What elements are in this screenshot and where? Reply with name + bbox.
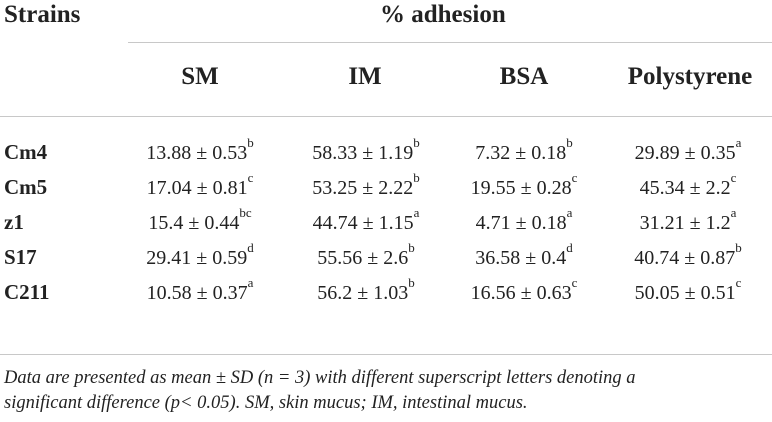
cell-value: 29.89 ± 0.35 xyxy=(634,142,736,164)
significance-letter: c xyxy=(571,275,578,290)
significance-letter: b xyxy=(413,135,420,150)
table-cell: 15.4 ± 0.44bc xyxy=(108,206,292,236)
table-cell: 40.74 ± 0.87b xyxy=(604,241,772,271)
cell-value: 50.05 ± 0.51 xyxy=(634,282,736,304)
cell-value: 29.41 ± 0.59 xyxy=(146,247,248,269)
significance-letter: c xyxy=(247,170,254,185)
table-cell: 13.88 ± 0.53b xyxy=(108,136,292,166)
table-cell: 29.89 ± 0.35a xyxy=(604,136,772,166)
table-cell: 58.33 ± 1.19b xyxy=(278,136,454,166)
significance-letter: a xyxy=(247,275,254,290)
table-bottom-rule xyxy=(0,354,772,355)
group-header: % adhesion xyxy=(380,1,506,28)
footnote-line-1: Data are presented as mean ± SD (n = 3) … xyxy=(4,368,636,388)
row-label: C211 xyxy=(4,280,50,304)
cell-value: 53.25 ± 2.22 xyxy=(312,177,414,199)
table-cell: 7.32 ± 0.18b xyxy=(440,136,608,166)
stub-header: Strains xyxy=(4,1,81,28)
significance-letter: d xyxy=(566,240,573,255)
table-cell: 29.41 ± 0.59d xyxy=(108,241,292,271)
cell-value: 58.33 ± 1.19 xyxy=(312,142,414,164)
column-header-polystyrene: Polystyrene xyxy=(627,63,753,90)
table-cell: 4.71 ± 0.18a xyxy=(440,206,608,236)
significance-letter: a xyxy=(413,205,420,220)
table-footnote: Data are presented as mean ± SD (n = 3) … xyxy=(4,366,764,416)
column-header-sm: SM xyxy=(181,63,219,90)
group-header-rule xyxy=(128,42,772,43)
significance-letter: b xyxy=(247,135,254,150)
significance-letter: a xyxy=(735,135,742,150)
cell-value: 13.88 ± 0.53 xyxy=(146,142,248,164)
table-cell: 36.58 ± 0.4d xyxy=(440,241,608,271)
significance-letter: b xyxy=(566,135,573,150)
significance-letter: c xyxy=(735,275,742,290)
table-cell: 45.34 ± 2.2c xyxy=(604,171,772,201)
significance-letter: c xyxy=(730,170,737,185)
table-cell: 55.56 ± 2.6b xyxy=(278,241,454,271)
cell-value: 16.56 ± 0.63 xyxy=(470,282,572,304)
row-label: z1 xyxy=(4,210,24,234)
cell-value: 10.58 ± 0.37 xyxy=(146,282,248,304)
significance-letter: b xyxy=(413,170,420,185)
table-cell: 53.25 ± 2.22b xyxy=(278,171,454,201)
significance-letter: b xyxy=(735,240,742,255)
table-cell: 17.04 ± 0.81c xyxy=(108,171,292,201)
significance-letter: a xyxy=(730,205,737,220)
significance-letter: d xyxy=(247,240,254,255)
table-cell: 10.58 ± 0.37a xyxy=(108,276,292,306)
table-cell: 19.55 ± 0.28c xyxy=(440,171,608,201)
cell-value: 4.71 ± 0.18 xyxy=(475,212,567,234)
cell-value: 45.34 ± 2.2 xyxy=(639,177,731,199)
header-bottom-rule xyxy=(0,116,772,117)
row-label: S17 xyxy=(4,245,37,269)
significance-letter: b xyxy=(408,240,415,255)
column-header-im: IM xyxy=(348,63,382,90)
column-header-bsa: BSA xyxy=(499,63,549,90)
cell-value: 40.74 ± 0.87 xyxy=(634,247,736,269)
cell-value: 36.58 ± 0.4 xyxy=(475,247,567,269)
footnote-line-2: significant difference (p< 0.05). SM, sk… xyxy=(4,393,528,413)
cell-value: 44.74 ± 1.15 xyxy=(312,212,414,234)
cell-value: 15.4 ± 0.44 xyxy=(148,212,240,234)
row-label: Cm4 xyxy=(4,140,48,164)
significance-letter: bc xyxy=(239,205,252,220)
cell-value: 31.21 ± 1.2 xyxy=(639,212,731,234)
cell-value: 7.32 ± 0.18 xyxy=(475,142,567,164)
significance-letter: a xyxy=(566,205,573,220)
row-label: Cm5 xyxy=(4,175,48,199)
cell-value: 17.04 ± 0.81 xyxy=(146,177,248,199)
cell-value: 55.56 ± 2.6 xyxy=(317,247,409,269)
table-cell: 16.56 ± 0.63c xyxy=(440,276,608,306)
table-cell: 50.05 ± 0.51c xyxy=(604,276,772,306)
cell-value: 56.2 ± 1.03 xyxy=(317,282,409,304)
significance-letter: c xyxy=(571,170,578,185)
table-cell: 31.21 ± 1.2a xyxy=(604,206,772,236)
table-cell: 56.2 ± 1.03b xyxy=(278,276,454,306)
table-cell: 44.74 ± 1.15a xyxy=(278,206,454,236)
significance-letter: b xyxy=(408,275,415,290)
cell-value: 19.55 ± 0.28 xyxy=(470,177,572,199)
